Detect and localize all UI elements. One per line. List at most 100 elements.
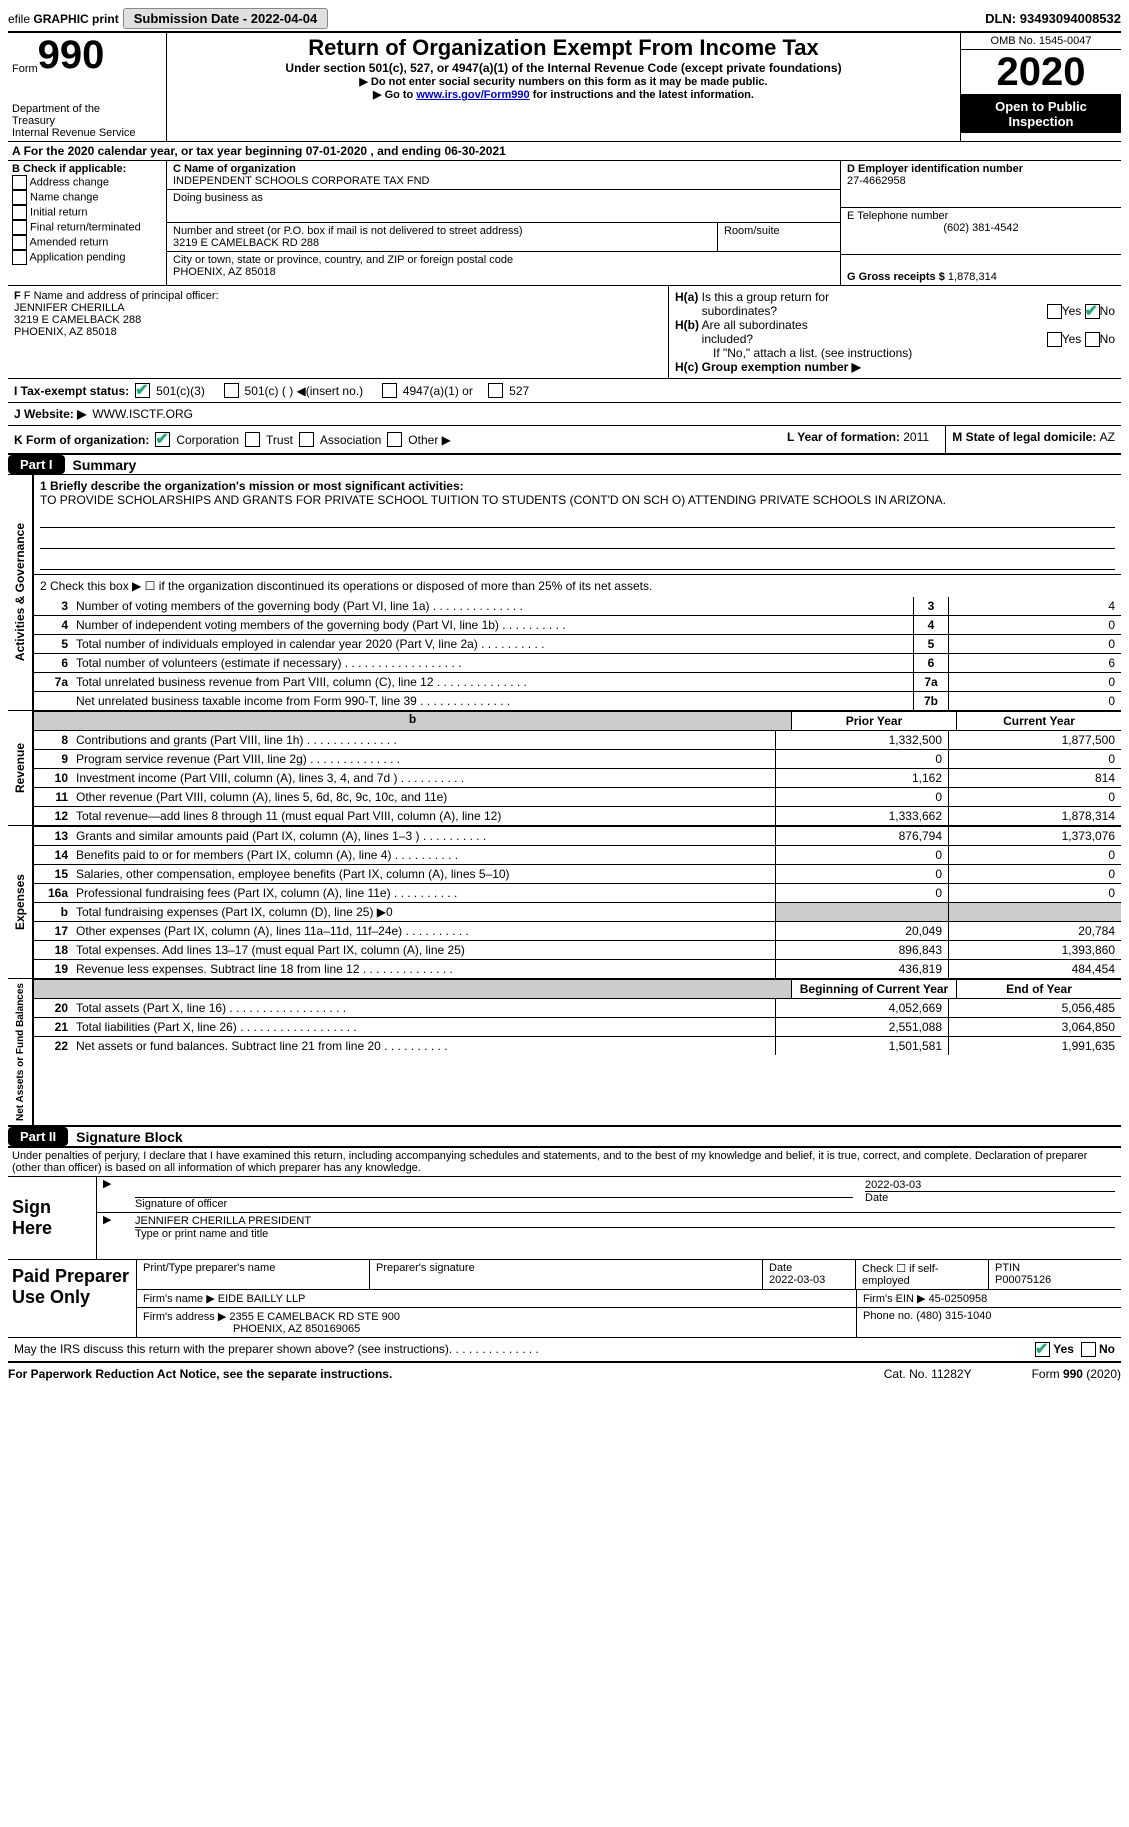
block-b-option[interactable]: Name change bbox=[12, 190, 162, 205]
tax-year: 2020 bbox=[961, 50, 1121, 95]
prior-year-header: Prior Year bbox=[791, 711, 956, 730]
header-sub1: Under section 501(c), 527, or 4947(a)(1)… bbox=[173, 61, 954, 75]
header-sub2: ▶ Do not enter social security numbers o… bbox=[173, 75, 954, 88]
block-i: I Tax-exempt status: 501(c)(3) 501(c) ( … bbox=[8, 378, 1121, 402]
summary-row: 14Benefits paid to or for members (Part … bbox=[34, 845, 1121, 864]
summary-row: 18Total expenses. Add lines 13–17 (must … bbox=[34, 940, 1121, 959]
hb-no-checkbox[interactable] bbox=[1085, 332, 1100, 347]
ha-yes-checkbox[interactable] bbox=[1047, 304, 1062, 319]
form-label: Form bbox=[12, 63, 38, 75]
end-year-header: End of Year bbox=[956, 979, 1121, 998]
sign-here-block: Sign Here ▶ Signature of officer 2022-03… bbox=[8, 1177, 1121, 1259]
summary-row: 9Program service revenue (Part VIII, lin… bbox=[34, 749, 1121, 768]
city-value: PHOENIX, AZ 85018 bbox=[173, 266, 834, 278]
governance-section: Activities & Governance 1 Briefly descri… bbox=[8, 475, 1121, 711]
summary-row: 21Total liabilities (Part X, line 26)2,5… bbox=[34, 1017, 1121, 1036]
arrow-icon: ▶ bbox=[97, 1213, 129, 1242]
governance-label: Activities & Governance bbox=[11, 519, 29, 665]
527-checkbox[interactable] bbox=[488, 383, 503, 398]
part2-title: Signature Block bbox=[68, 1129, 183, 1145]
sign-here-label: Sign Here bbox=[8, 1177, 96, 1259]
governance-row: 4Number of independent voting members of… bbox=[34, 615, 1121, 634]
governance-row: Net unrelated business taxable income fr… bbox=[34, 691, 1121, 710]
penalty-text: Under penalties of perjury, I declare th… bbox=[8, 1148, 1121, 1177]
dba-label: Doing business as bbox=[173, 192, 834, 204]
firm-ein: 45-0250958 bbox=[929, 1293, 988, 1305]
sign-date-label: Date bbox=[865, 1191, 1115, 1204]
block-b-option[interactable]: Amended return bbox=[12, 235, 162, 250]
summary-row: 11Other revenue (Part VIII, column (A), … bbox=[34, 787, 1121, 806]
block-b: B Check if applicable: Address change Na… bbox=[8, 161, 167, 285]
4947-checkbox[interactable] bbox=[382, 383, 397, 398]
firm-addr1: 2355 E CAMELBACK RD STE 900 bbox=[229, 1311, 400, 1323]
governance-row: 3Number of voting members of the governi… bbox=[34, 597, 1121, 615]
dln: DLN: 93493094008532 bbox=[985, 11, 1121, 26]
block-b-option[interactable]: Initial return bbox=[12, 205, 162, 220]
block-c: C Name of organization INDEPENDENT SCHOO… bbox=[167, 161, 840, 285]
form-number: 990 bbox=[38, 35, 105, 75]
footer-mid: Cat. No. 11282Y bbox=[884, 1367, 972, 1381]
beginning-year-header: Beginning of Current Year bbox=[791, 979, 956, 998]
summary-row: 16aProfessional fundraising fees (Part I… bbox=[34, 883, 1121, 902]
header-sub3: ▶ Go to www.irs.gov/Form990 for instruct… bbox=[173, 88, 954, 101]
part2-header-row: Part II Signature Block bbox=[8, 1127, 1121, 1148]
sign-date: 2022-03-03 bbox=[865, 1179, 1115, 1191]
phone-label: E Telephone number bbox=[847, 210, 1115, 222]
summary-row: 15Salaries, other compensation, employee… bbox=[34, 864, 1121, 883]
trust-checkbox[interactable] bbox=[245, 432, 260, 447]
mission-text: TO PROVIDE SCHOLARSHIPS AND GRANTS FOR P… bbox=[40, 493, 1115, 507]
discuss-row: May the IRS discuss this return with the… bbox=[8, 1337, 1121, 1361]
gross-receipts-label: G Gross receipts $ bbox=[847, 271, 948, 283]
501c-checkbox[interactable] bbox=[224, 383, 239, 398]
prep-name-label: Print/Type preparer's name bbox=[137, 1260, 370, 1289]
period-row: A For the 2020 calendar year, or tax yea… bbox=[8, 141, 1121, 160]
firm-name: EIDE BAILLY LLP bbox=[218, 1293, 306, 1305]
hb-yes-checkbox[interactable] bbox=[1047, 332, 1062, 347]
block-f: F F Name and address of principal office… bbox=[8, 286, 668, 378]
line2-checkbox-text: 2 Check this box ▶ ☐ if the organization… bbox=[34, 574, 1121, 597]
summary-row: 22Net assets or fund balances. Subtract … bbox=[34, 1036, 1121, 1055]
form-header: Form990 Department of the Treasury Inter… bbox=[8, 31, 1121, 141]
prep-self-employed: Check ☐ if self-employed bbox=[856, 1260, 989, 1289]
summary-row: 12Total revenue—add lines 8 through 11 (… bbox=[34, 806, 1121, 825]
part1-title: Summary bbox=[65, 457, 137, 473]
revenue-col-headers: b Prior Year Current Year bbox=[34, 711, 1121, 730]
summary-row: 19Revenue less expenses. Subtract line 1… bbox=[34, 959, 1121, 978]
footer: For Paperwork Reduction Act Notice, see … bbox=[8, 1361, 1121, 1381]
ha-no-checkbox[interactable] bbox=[1085, 304, 1100, 319]
corp-checkbox[interactable] bbox=[155, 432, 170, 447]
top-bar: efile GRAPHIC print Submission Date - 20… bbox=[8, 8, 1121, 29]
block-b-option[interactable]: Final return/terminated bbox=[12, 220, 162, 235]
summary-row: 20Total assets (Part X, line 16)4,052,66… bbox=[34, 998, 1121, 1017]
assoc-checkbox[interactable] bbox=[299, 432, 314, 447]
gross-receipts-value: 1,878,314 bbox=[948, 271, 997, 283]
part1-header: Part I bbox=[8, 455, 65, 474]
dept-treasury: Department of the Treasury Internal Reve… bbox=[12, 103, 162, 139]
expenses-section: Expenses 13Grants and similar amounts pa… bbox=[8, 826, 1121, 979]
officer-name: JENNIFER CHERILLA bbox=[14, 302, 662, 314]
irs-link[interactable]: www.irs.gov/Form990 bbox=[416, 89, 529, 101]
discuss-yes-checkbox[interactable] bbox=[1035, 1342, 1050, 1357]
block-b-title: B Check if applicable: bbox=[12, 163, 162, 175]
block-m: M State of legal domicile: AZ bbox=[946, 426, 1121, 453]
header-center: Return of Organization Exempt From Incom… bbox=[167, 33, 960, 141]
street-address: 3219 E CAMELBACK RD 288 bbox=[173, 237, 711, 249]
other-checkbox[interactable] bbox=[387, 432, 402, 447]
omb-number: OMB No. 1545-0047 bbox=[961, 33, 1121, 50]
hc-label: H(c) Group exemption number ▶ bbox=[675, 360, 861, 374]
block-fh: F F Name and address of principal office… bbox=[8, 285, 1121, 378]
city-label: City or town, state or province, country… bbox=[173, 254, 834, 266]
summary-row: bTotal fundraising expenses (Part IX, co… bbox=[34, 902, 1121, 921]
submission-date-button[interactable]: Submission Date - 2022-04-04 bbox=[123, 8, 329, 29]
header-right: OMB No. 1545-0047 2020 Open to Public In… bbox=[960, 33, 1121, 141]
block-b-option[interactable]: Application pending bbox=[12, 250, 162, 265]
501c3-checkbox[interactable] bbox=[135, 383, 150, 398]
netassets-section: Net Assets or Fund Balances Beginning of… bbox=[8, 979, 1121, 1127]
preparer-label: Paid Preparer Use Only bbox=[8, 1260, 136, 1337]
org-name-label: C Name of organization bbox=[173, 163, 834, 175]
block-b-option[interactable]: Address change bbox=[12, 175, 162, 190]
form-title: Return of Organization Exempt From Incom… bbox=[173, 35, 954, 61]
arrow-icon: ▶ bbox=[97, 1177, 129, 1212]
mission-label: 1 Briefly describe the organization's mi… bbox=[40, 479, 1115, 493]
discuss-no-checkbox[interactable] bbox=[1081, 1342, 1096, 1357]
